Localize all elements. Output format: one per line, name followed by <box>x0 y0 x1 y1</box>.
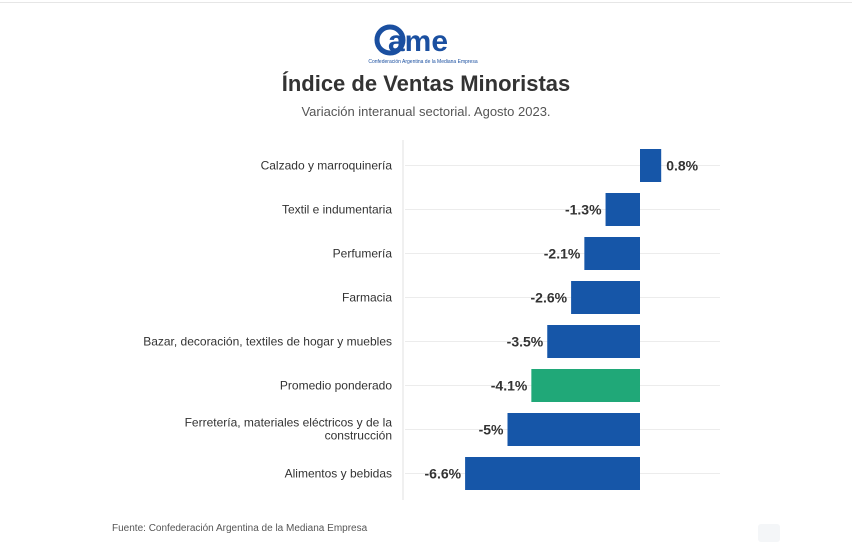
category-label: Promedio ponderado <box>280 379 392 393</box>
bar <box>465 457 640 490</box>
corner-widget <box>758 524 780 542</box>
category-label: construcción <box>325 429 392 443</box>
category-label: Textil e indumentaria <box>282 203 392 217</box>
category-label: Perfumería <box>333 247 393 261</box>
bar <box>571 281 640 314</box>
bar <box>531 369 640 402</box>
bar <box>584 237 640 270</box>
data-label: -1.3% <box>565 202 602 218</box>
top-divider <box>0 2 852 3</box>
data-label: -3.5% <box>507 334 544 350</box>
category-label: Calzado y marroquinería <box>261 159 393 173</box>
category-label: Bazar, decoración, textiles de hogar y m… <box>143 335 392 349</box>
data-label: -2.1% <box>544 246 581 262</box>
chart-subtitle: Variación interanual sectorial. Agosto 2… <box>301 104 551 119</box>
chart-title: Índice de Ventas Minoristas <box>281 71 571 96</box>
source-note: Fuente: Confederación Argentina de la Me… <box>112 523 368 534</box>
category-label: Alimentos y bebidas <box>285 467 392 481</box>
bar <box>507 413 640 446</box>
bar <box>640 149 662 182</box>
data-label: -6.6% <box>425 466 462 482</box>
came-logo: ame <box>374 24 448 58</box>
data-label: -4.1% <box>491 378 528 394</box>
bar <box>547 325 640 358</box>
logo-tagline: Confederación Argentina de la Mediana Em… <box>368 59 478 65</box>
logo-ring-icon <box>374 24 406 56</box>
category-label: Ferretería, materiales eléctricos y de l… <box>185 416 393 430</box>
logo-wordmark: ame <box>388 25 448 58</box>
data-label: -2.6% <box>531 290 568 306</box>
bar <box>605 193 640 226</box>
data-label: -5% <box>479 422 504 438</box>
category-label: Farmacia <box>342 291 392 305</box>
data-label: 0.8% <box>666 158 698 174</box>
